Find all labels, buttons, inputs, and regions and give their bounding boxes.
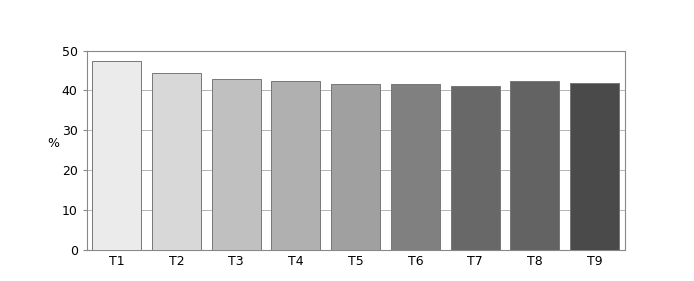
Bar bbox=[152, 72, 201, 250]
Bar bbox=[570, 83, 619, 250]
Bar bbox=[511, 81, 559, 250]
Bar bbox=[391, 85, 440, 250]
Bar bbox=[92, 61, 141, 250]
Bar bbox=[450, 87, 500, 250]
Bar bbox=[331, 85, 380, 250]
Bar bbox=[271, 81, 321, 250]
Bar bbox=[212, 78, 261, 250]
Y-axis label: %: % bbox=[47, 137, 60, 150]
